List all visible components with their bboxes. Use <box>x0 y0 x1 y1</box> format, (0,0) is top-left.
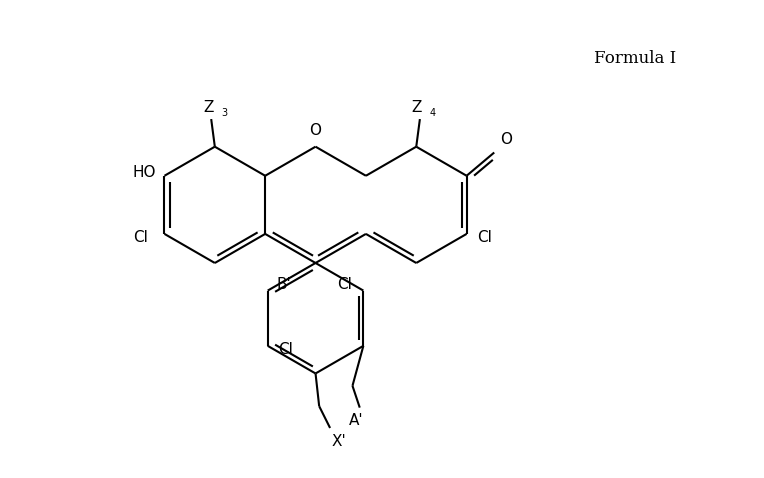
Text: HO: HO <box>132 164 156 180</box>
Text: Cl: Cl <box>279 342 293 357</box>
Text: O: O <box>500 132 512 147</box>
Text: Cl: Cl <box>134 230 148 245</box>
Text: O: O <box>309 123 322 138</box>
Text: $_3$: $_3$ <box>221 105 228 119</box>
Text: Formula I: Formula I <box>594 50 676 67</box>
Text: Cl: Cl <box>478 230 492 245</box>
Text: Cl: Cl <box>338 277 352 292</box>
Text: $_4$: $_4$ <box>429 105 437 119</box>
Text: B': B' <box>277 277 291 292</box>
Text: A': A' <box>349 413 364 428</box>
Text: X': X' <box>332 434 346 449</box>
Text: Z: Z <box>412 100 422 116</box>
Text: Z: Z <box>203 100 213 116</box>
